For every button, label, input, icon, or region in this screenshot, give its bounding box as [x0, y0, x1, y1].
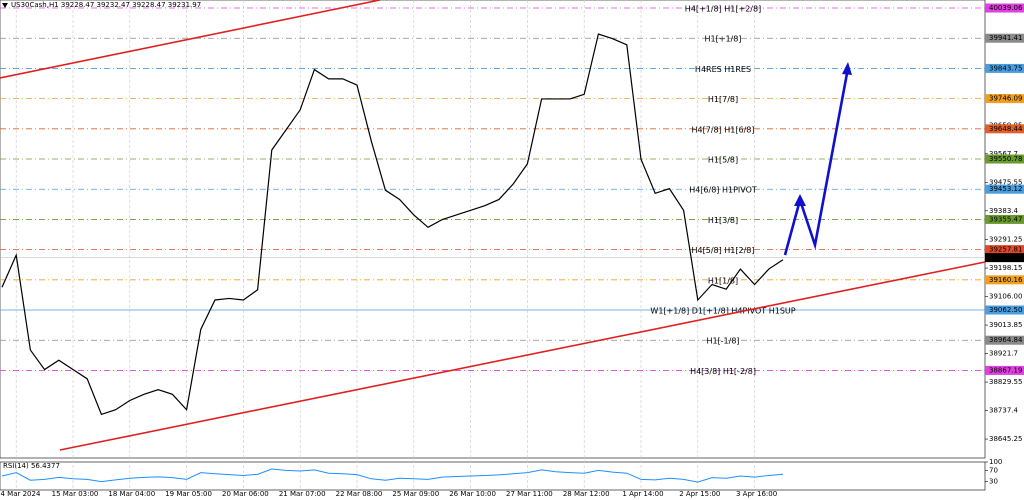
x-tick-label: 15 Mar 03:00: [52, 490, 99, 498]
x-tick-label: 18 Mar 04:00: [108, 490, 155, 498]
level-label: H4[+1/8] H1[+2/8]: [685, 5, 761, 14]
level-label: H1[5/8]: [708, 156, 738, 165]
price-tag-label: 38964.84: [989, 336, 1023, 344]
marks: [1, 33, 784, 483]
projection: [783, 67, 850, 256]
price-tag-label: 40039.06: [989, 4, 1023, 12]
y-tick-label: 38921.7: [989, 350, 1018, 358]
level-label: H1[1/8]: [708, 276, 738, 285]
level-label: H4[6/8] H1PIVOT: [689, 186, 757, 195]
projection-arrowhead: [794, 194, 806, 206]
x-tick-label: 19 Mar 05:00: [165, 490, 212, 498]
rsi-tick-label: 70: [989, 466, 998, 474]
y-tick-label: 38829.55: [989, 378, 1022, 386]
price-tag: [985, 124, 1024, 134]
channel-upper: [0, 0, 381, 79]
y-tick-label: 39198.15: [989, 264, 1022, 272]
level-label: H4[5/8] H1[2/8]: [692, 246, 755, 255]
x-tick-label: 3 Apr 16:00: [736, 490, 777, 498]
price-tag-label: 39941.41: [989, 34, 1022, 42]
y-tick-label: 39567.7: [989, 150, 1018, 158]
price-tag: [985, 3, 1024, 13]
y-tick-label: 38645.25: [989, 435, 1022, 443]
levels: H4[+1/8] H1[+2/8] 40039.06 H1[+1/8] 39941.4…: [0, 3, 1024, 376]
y-tick-label: 39013.85: [989, 321, 1022, 329]
price-tag-label: 39257.81: [989, 246, 1022, 254]
x-tick-label: 20 Mar 06:00: [222, 490, 269, 498]
price-tag: [985, 33, 1024, 43]
x-tick-label: 28 Mar 12:00: [563, 490, 610, 498]
price-tag: [985, 335, 1024, 345]
price-tag: [985, 63, 1024, 73]
price-tag: [985, 365, 1024, 375]
current-price-tag: [985, 253, 1024, 263]
level-label: H4[3/8] H1[-2/8]: [690, 367, 756, 376]
level-label: H1[-1/8]: [706, 337, 739, 346]
y-tick-label: 39106.00: [989, 293, 1022, 301]
rsi-frame: [0, 461, 986, 491]
level-label: H4RES H1RES: [695, 65, 751, 74]
x-tick-label: 22 Mar 08:00: [336, 490, 383, 498]
level-label: H1[3/8]: [708, 216, 738, 225]
price-tag-label: 39648.44: [989, 125, 1023, 133]
price-tag-label: 39160.16: [989, 276, 1023, 284]
level-label: W1[+1/8] D1[+1/8] H4PIVOT H1SUP: [650, 307, 795, 316]
price-tag: [985, 305, 1024, 315]
x-tick-label: 25 Mar 09:00: [392, 490, 439, 498]
price-tag-label: 39746.09: [989, 95, 1022, 103]
price-line: [1, 33, 784, 416]
x-tick-label: 21 Mar 07:00: [279, 490, 326, 498]
rsi-line: [1, 468, 784, 483]
price-tag: [985, 184, 1024, 194]
rsi-label: RSI(14) 56.4377: [3, 462, 60, 470]
level-label: H1[7/8]: [708, 95, 738, 104]
price-tag: [985, 245, 1024, 255]
header: US30Cash,H1 39228.47 39232.47 39228.47 3…: [11, 1, 201, 9]
price-tag-label: 38867.19: [989, 366, 1022, 374]
price-tag: [985, 94, 1024, 104]
price-tag: [985, 275, 1024, 285]
price-tag-label: 39062.50: [989, 306, 1022, 314]
level-label: H1[+1/8]: [705, 35, 742, 44]
price-tag-label: 39453.12: [989, 185, 1022, 193]
menu-icon: [2, 3, 8, 8]
level-label: H4[7/8] H1[6/8]: [692, 125, 755, 134]
price-tag-label: 39550.78: [989, 155, 1022, 163]
rsi-tick-label: 100: [989, 458, 1002, 466]
x-tick-label: 27 Mar 11:00: [506, 490, 553, 498]
y-tick-label: 38737.4: [989, 407, 1018, 415]
x-tick-label: 2 Apr 15:00: [679, 490, 720, 498]
x-tick-label: 1 Apr 14:00: [622, 490, 663, 498]
current-price-label: 39231.97: [989, 254, 1022, 262]
price-tag: [985, 214, 1024, 224]
y-tick-label: 39291.25: [989, 235, 1022, 243]
rsi-tick-label: 30: [989, 478, 998, 486]
y-tick-label: 39383.4: [989, 207, 1018, 215]
plot-frame: [0, 0, 986, 459]
projection-arrowhead: [842, 62, 852, 75]
price-tag-label: 39843.75: [989, 64, 1022, 72]
price-tag-label: 39355.47: [989, 215, 1022, 223]
channel-lower: [59, 261, 986, 451]
y-tick-label: 39475.55: [989, 178, 1022, 186]
x-tick-label: 14 Mar 2024: [0, 490, 41, 498]
x-tick-label: 26 Mar 10:00: [449, 490, 496, 498]
price-tag: [985, 154, 1024, 164]
